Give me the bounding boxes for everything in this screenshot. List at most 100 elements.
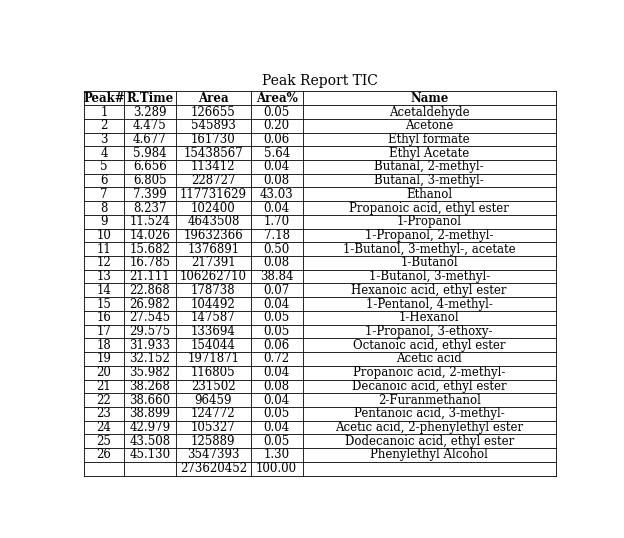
Text: 0.04: 0.04 xyxy=(263,366,290,379)
Text: 96459: 96459 xyxy=(195,394,232,407)
Text: 161730: 161730 xyxy=(191,133,236,146)
Text: 9: 9 xyxy=(100,215,108,228)
Text: 2: 2 xyxy=(100,119,107,132)
Text: Pentanoic acid, 3-methyl-: Pentanoic acid, 3-methyl- xyxy=(354,407,505,420)
Text: 35.982: 35.982 xyxy=(130,366,170,379)
Text: 178738: 178738 xyxy=(191,284,236,297)
Text: 0.08: 0.08 xyxy=(263,174,290,187)
Text: 12: 12 xyxy=(97,257,111,270)
Text: 22: 22 xyxy=(97,394,111,407)
Text: 4.677: 4.677 xyxy=(133,133,167,146)
Text: 18: 18 xyxy=(97,339,111,352)
Text: 21.111: 21.111 xyxy=(130,270,170,283)
Text: 15438567: 15438567 xyxy=(183,147,243,160)
Text: 102400: 102400 xyxy=(191,202,236,215)
Text: 5: 5 xyxy=(100,160,108,173)
Text: 20: 20 xyxy=(97,366,112,379)
Text: 133694: 133694 xyxy=(191,325,236,338)
Text: 16: 16 xyxy=(97,312,112,324)
Text: Hexanoic acid, ethyl ester: Hexanoic acid, ethyl ester xyxy=(351,284,507,297)
Text: 0.04: 0.04 xyxy=(263,421,290,434)
Text: 1-Butanol: 1-Butanol xyxy=(401,257,458,270)
Text: 0.08: 0.08 xyxy=(263,380,290,393)
Text: 38.268: 38.268 xyxy=(130,380,170,393)
Text: 154044: 154044 xyxy=(191,339,236,352)
Text: 0.04: 0.04 xyxy=(263,394,290,407)
Text: 113412: 113412 xyxy=(191,160,236,173)
Text: 545893: 545893 xyxy=(191,119,236,132)
Text: 0.50: 0.50 xyxy=(263,243,290,256)
Text: Acetic acid, 2-phenylethyl ester: Acetic acid, 2-phenylethyl ester xyxy=(335,421,524,434)
Text: 116805: 116805 xyxy=(191,366,236,379)
Text: Propanoic acid, 2-methyl-: Propanoic acid, 2-methyl- xyxy=(353,366,505,379)
Text: 21: 21 xyxy=(97,380,111,393)
Text: 124772: 124772 xyxy=(191,407,236,420)
Text: Area: Area xyxy=(198,92,228,105)
Text: 15.682: 15.682 xyxy=(130,243,170,256)
Text: 7.399: 7.399 xyxy=(133,188,167,201)
Text: 1-Butanol, 3-methyl-: 1-Butanol, 3-methyl- xyxy=(369,270,490,283)
Text: R.Time: R.Time xyxy=(127,92,173,105)
Text: 25: 25 xyxy=(97,435,112,448)
Text: 1-Propanol, 2-methyl-: 1-Propanol, 2-methyl- xyxy=(365,229,494,242)
Text: 26: 26 xyxy=(97,449,112,462)
Text: Peak Report TIC: Peak Report TIC xyxy=(262,74,378,88)
Text: 15: 15 xyxy=(97,298,112,310)
Text: 11.524: 11.524 xyxy=(130,215,170,228)
Text: 100.00: 100.00 xyxy=(256,462,297,475)
Text: 11: 11 xyxy=(97,243,111,256)
Text: 0.04: 0.04 xyxy=(263,160,290,173)
Text: 31.933: 31.933 xyxy=(129,339,170,352)
Text: 4: 4 xyxy=(100,147,108,160)
Text: 0.07: 0.07 xyxy=(263,284,290,297)
Text: 22.868: 22.868 xyxy=(130,284,170,297)
Text: 24: 24 xyxy=(97,421,112,434)
Text: Dodecanoic acid, ethyl ester: Dodecanoic acid, ethyl ester xyxy=(344,435,514,448)
Text: 5.984: 5.984 xyxy=(133,147,167,160)
Text: 7.18: 7.18 xyxy=(263,229,290,242)
Text: 3547393: 3547393 xyxy=(187,449,240,462)
Text: 126655: 126655 xyxy=(191,105,236,118)
Text: Acetic acid: Acetic acid xyxy=(396,352,462,365)
Text: 4643508: 4643508 xyxy=(187,215,240,228)
Text: 13: 13 xyxy=(97,270,112,283)
Text: 5.64: 5.64 xyxy=(263,147,290,160)
Text: Ethyl Acetate: Ethyl Acetate xyxy=(389,147,469,160)
Text: 0.06: 0.06 xyxy=(263,339,290,352)
Text: 43.03: 43.03 xyxy=(260,188,293,201)
Text: 6: 6 xyxy=(100,174,108,187)
Text: 10: 10 xyxy=(97,229,112,242)
Text: Ethanol: Ethanol xyxy=(406,188,452,201)
Text: 16.785: 16.785 xyxy=(130,257,170,270)
Text: 147587: 147587 xyxy=(191,312,236,324)
Text: 0.04: 0.04 xyxy=(263,298,290,310)
Text: 2-Furanmethanol: 2-Furanmethanol xyxy=(378,394,480,407)
Text: Acetone: Acetone xyxy=(405,119,454,132)
Text: 0.04: 0.04 xyxy=(263,202,290,215)
Text: 8: 8 xyxy=(100,202,107,215)
Text: 1-Propanol, 3-ethoxy-: 1-Propanol, 3-ethoxy- xyxy=(366,325,493,338)
Text: 0.05: 0.05 xyxy=(263,325,290,338)
Text: Propanoic acid, ethyl ester: Propanoic acid, ethyl ester xyxy=(349,202,509,215)
Text: 26.982: 26.982 xyxy=(130,298,170,310)
Text: 23: 23 xyxy=(97,407,112,420)
Text: 45.130: 45.130 xyxy=(129,449,170,462)
Text: Butanal, 3-methyl-: Butanal, 3-methyl- xyxy=(374,174,484,187)
Text: 0.05: 0.05 xyxy=(263,407,290,420)
Text: 6.656: 6.656 xyxy=(133,160,167,173)
Text: 14: 14 xyxy=(97,284,112,297)
Text: Octanoic acid, ethyl ester: Octanoic acid, ethyl ester xyxy=(353,339,505,352)
Text: 38.84: 38.84 xyxy=(260,270,293,283)
Text: 4.475: 4.475 xyxy=(133,119,167,132)
Text: 43.508: 43.508 xyxy=(129,435,170,448)
Text: 0.06: 0.06 xyxy=(263,133,290,146)
Text: 0.72: 0.72 xyxy=(263,352,290,365)
Text: 7: 7 xyxy=(100,188,108,201)
Text: 1: 1 xyxy=(100,105,107,118)
Text: 1376891: 1376891 xyxy=(187,243,240,256)
Text: 6.805: 6.805 xyxy=(133,174,167,187)
Text: 0.08: 0.08 xyxy=(263,257,290,270)
Text: 3: 3 xyxy=(100,133,108,146)
Text: 105327: 105327 xyxy=(191,421,236,434)
Text: 0.05: 0.05 xyxy=(263,105,290,118)
